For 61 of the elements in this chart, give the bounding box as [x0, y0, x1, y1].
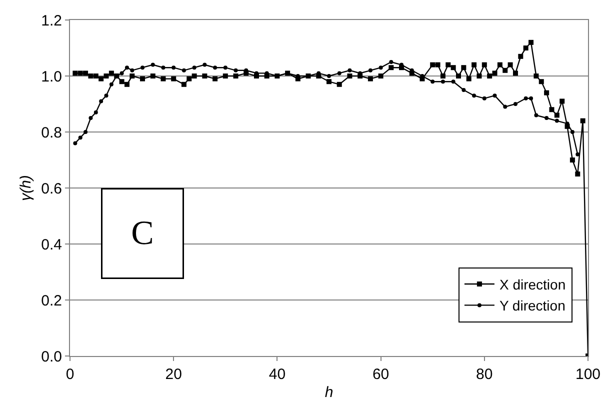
point [462, 88, 466, 92]
point [109, 82, 114, 86]
point [130, 68, 134, 72]
point [430, 80, 435, 84]
y-axis-title: γ(h) [17, 175, 34, 201]
point [503, 104, 508, 109]
point [192, 66, 196, 70]
point [223, 66, 228, 70]
point [84, 130, 88, 134]
point [492, 94, 497, 98]
point [73, 141, 78, 146]
legend-label: X direction [499, 276, 566, 292]
x-tick-label: 0 [66, 366, 74, 383]
point [378, 66, 383, 70]
y-tick-label: 1.2 [41, 12, 62, 30]
point [529, 96, 534, 100]
point [570, 130, 574, 134]
x-tick-label: 60 [372, 366, 390, 383]
point [213, 66, 218, 70]
annotation: C [131, 215, 154, 252]
point [78, 136, 82, 140]
point [327, 74, 331, 78]
point [348, 68, 352, 72]
point [544, 116, 549, 120]
y-tick-label: 0.2 [41, 292, 62, 310]
x-tick-label: 100 [575, 366, 601, 383]
point [88, 116, 93, 120]
point [202, 62, 207, 67]
x-tick-label: 80 [476, 366, 493, 383]
point [440, 80, 445, 84]
y-tick-label: 1.0 [41, 68, 62, 86]
y-tick-label: 0.8 [41, 124, 62, 142]
point [513, 102, 518, 106]
point [534, 113, 538, 118]
x-tick-label: 20 [165, 366, 182, 383]
x-axis-title: h [324, 384, 334, 401]
point [120, 71, 124, 76]
y-tick-label: 0.0 [41, 348, 62, 366]
point [451, 80, 456, 84]
point [389, 60, 394, 64]
point [124, 66, 129, 70]
point [554, 118, 559, 123]
point [172, 66, 176, 70]
point [576, 152, 580, 156]
x-tick-label: 40 [268, 366, 286, 383]
point [472, 94, 476, 98]
legend-label: Y direction [499, 298, 566, 314]
point [337, 71, 342, 76]
point [94, 110, 98, 114]
point [150, 62, 155, 67]
y-tick-label: 0.6 [41, 180, 62, 198]
point [140, 66, 145, 70]
point [182, 68, 186, 72]
y-tick-label: 0.4 [41, 236, 62, 254]
point [104, 94, 108, 98]
point [368, 68, 372, 72]
point [161, 66, 166, 70]
point [524, 96, 528, 100]
point [234, 68, 238, 72]
point [482, 96, 486, 100]
point [99, 99, 104, 104]
